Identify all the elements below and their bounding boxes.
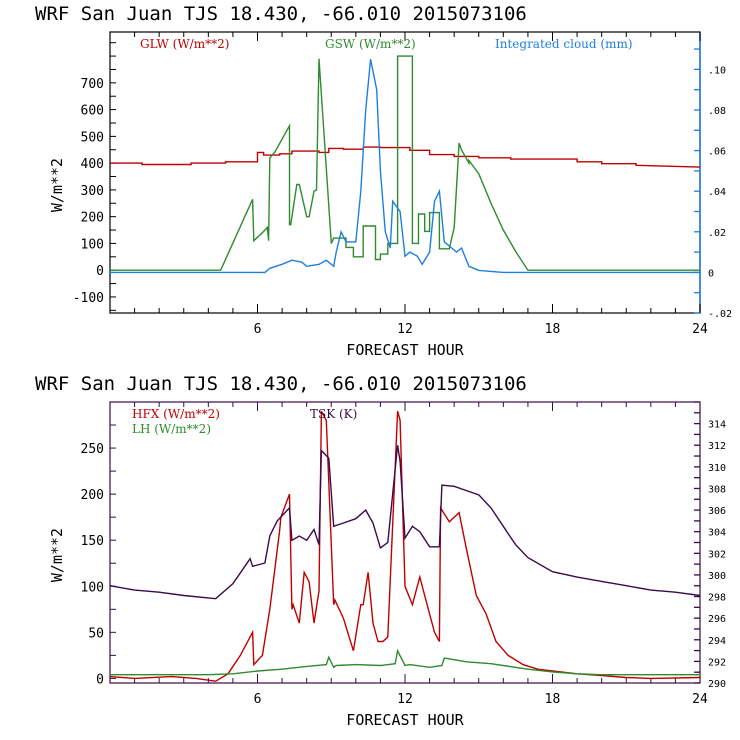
y2-tick-label: 306 [708,506,726,517]
y-tick-label: 0 [96,264,104,279]
panel-bottom: WRF San Juan TJS 18.430, -66.010 2015073… [35,373,726,729]
x-tick-label: 6 [254,692,262,707]
y-tick-label: 100 [81,580,104,595]
bottom-title: WRF San Juan TJS 18.430, -66.010 2015073… [35,373,527,395]
x-tick-label: 12 [397,322,413,337]
y2-tick-label: 304 [708,528,726,539]
series-line-glw [110,146,701,168]
y-tick-label: 500 [81,130,104,145]
bottom-axis-ticks: 6 12 18 24 0 50 100 150 200 250 290 292 294 296 298 300… [81,401,726,707]
legend-gsw: GSW (W/m**2) [325,37,416,51]
y2-tick-label: .04 [708,187,726,198]
y-tick-label: 150 [81,534,104,549]
series-line-gsw [110,55,700,271]
y-tick-label: -100 [73,291,104,306]
x-tick-label: 24 [692,692,708,707]
top-series-group [110,55,701,274]
y2-tick-label: 294 [708,636,726,647]
y2-tick-label: .08 [708,106,726,117]
series-line-hfx [109,410,701,682]
y2-tick-label: 292 [708,657,726,668]
x-tick-label: 12 [397,692,413,707]
top-axis-ticks: 6 12 18 24 -100 0 100 200 300 400 500 600 700 -.02 0 .0… [73,32,732,337]
bottom-x-axis-label: FORECAST HOUR [346,711,464,729]
y-tick-label: 100 [81,237,104,252]
y2-tick-label: .06 [708,147,726,158]
top-x-axis-label: FORECAST HOUR [346,341,464,359]
series-line-integrated [110,59,700,274]
y2-tick-label: 0 [708,268,714,279]
y2-tick-label: 302 [708,549,726,560]
y2-tick-label: -.02 [708,309,732,320]
bottom-plot-frame [109,401,701,684]
legend-cloud: Integrated cloud (mm) [495,37,633,51]
y2-tick-label: 308 [708,484,726,495]
legend-glw: GLW (W/m**2) [140,37,229,51]
top-y-axis-label: W/m**2 [48,158,66,212]
y-tick-label: 300 [81,184,104,199]
legend-lh: LH (W/m**2) [132,422,211,436]
series-line-tsk [109,445,701,600]
bottom-y-axis-label: W/m**2 [48,528,66,582]
y-tick-label: 400 [81,157,104,172]
top-title: WRF San Juan TJS 18.430, -66.010 2015073… [35,3,527,25]
legend-tsk: TSK (K) [310,407,357,421]
y2-tick-label: 312 [708,441,726,452]
panel-top: WRF San Juan TJS 18.430, -66.010 2015073… [35,3,732,359]
x-tick-label: 18 [545,322,561,337]
legend-hfx: HFX (W/m**2) [132,407,220,421]
y2-tick-label: 314 [708,420,726,431]
y2-tick-label: 298 [708,593,726,604]
x-tick-label: 24 [692,322,708,337]
y-tick-label: 200 [81,211,104,226]
y-tick-label: 250 [81,442,104,457]
y-tick-label: 700 [81,77,104,92]
y2-tick-label: .02 [708,228,726,239]
y2-tick-label: 290 [708,679,726,690]
y2-tick-label: .10 [708,65,726,76]
y-tick-label: 50 [88,626,104,641]
x-tick-label: 18 [545,692,561,707]
y2-tick-label: 296 [708,614,726,625]
y-tick-label: 600 [81,104,104,119]
x-tick-label: 6 [254,322,262,337]
y2-tick-label: 300 [708,571,726,582]
y-tick-label: 0 [96,672,104,687]
y2-tick-label: 310 [708,463,726,474]
bottom-series-group [109,410,701,682]
series-line-lh [110,648,700,676]
y-tick-label: 200 [81,488,104,503]
